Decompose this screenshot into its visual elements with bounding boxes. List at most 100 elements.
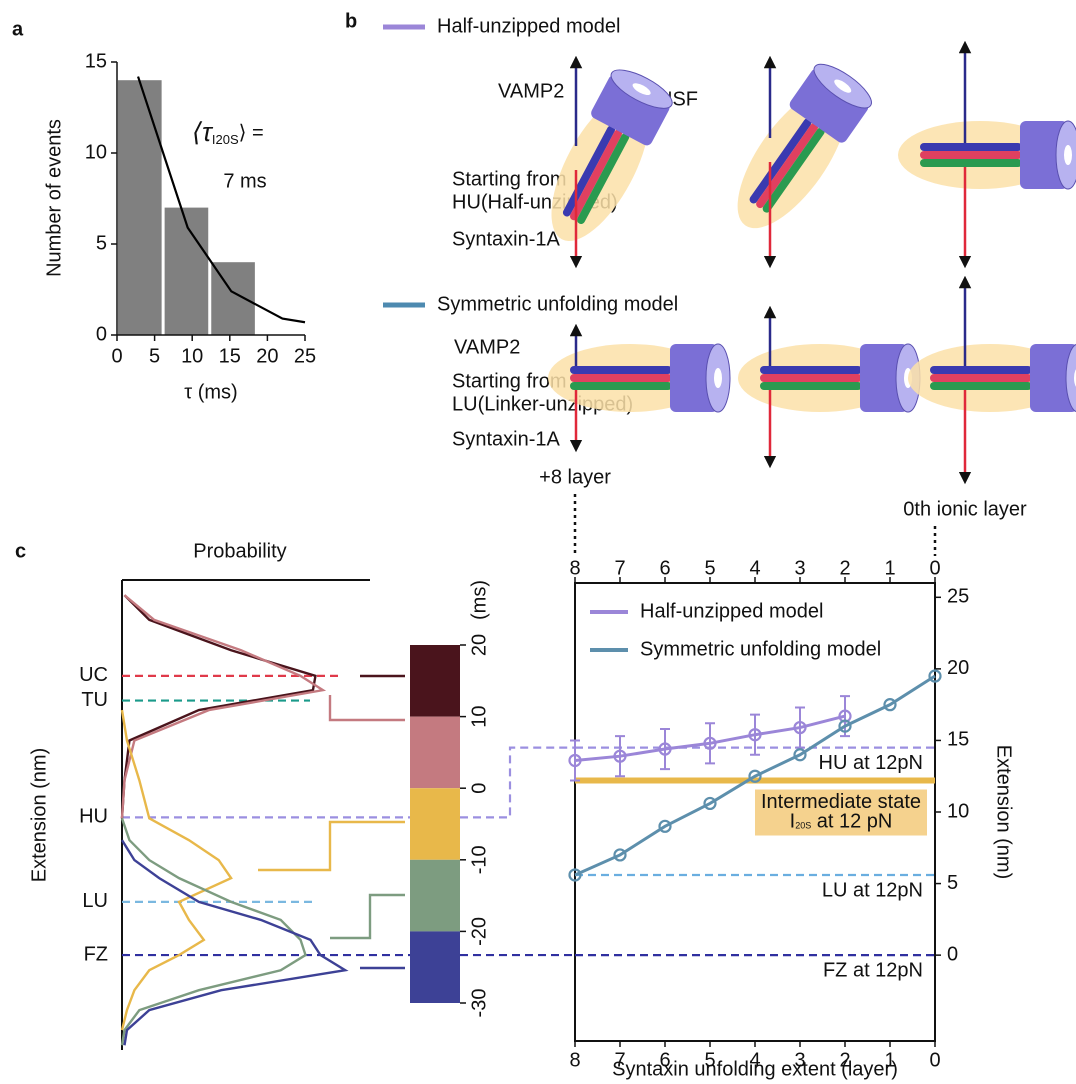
x-tick-label: 7 [614, 1049, 625, 1071]
legend-label: Half-unzipped model [640, 600, 823, 622]
syntaxin-label: Syntaxin-1A [452, 228, 560, 250]
x-tick-label: 4 [749, 1049, 760, 1071]
colorbar-tick-label: -20 [468, 917, 490, 946]
state-label: FZ [84, 943, 108, 965]
helix [930, 374, 1032, 382]
colorbar-segment [410, 931, 460, 1003]
nsf-pore [834, 79, 852, 93]
intermediate-suffix: at 12 pN [811, 811, 892, 833]
annotation-suffix: ⟩ = [239, 122, 264, 144]
data-point [613, 749, 627, 763]
helix [760, 366, 862, 374]
y-tick-label: 5 [947, 872, 958, 894]
y-tick-label: 15 [85, 50, 107, 72]
profile-line [120, 709, 233, 1031]
error-bar [840, 695, 850, 738]
series-line [574, 674, 936, 877]
helix [570, 374, 672, 382]
intermediate-subscript: 20S [795, 821, 811, 831]
data-point [703, 736, 717, 750]
helix [756, 123, 819, 209]
x-tick-label: 5 [704, 1049, 715, 1071]
x-top-tick-label: 4 [749, 557, 760, 579]
data-point [793, 748, 807, 762]
nsf-pore [1064, 145, 1072, 165]
data-point [748, 769, 762, 783]
y-tick-label: 15 [947, 729, 969, 751]
x-top-tick-label: 8 [569, 557, 580, 579]
nsf-body [860, 344, 908, 412]
data-point [658, 742, 672, 756]
layer-annotation: +8 layer [539, 466, 611, 488]
data-point [613, 848, 627, 862]
profile-line [120, 839, 349, 1046]
colorbar-guide [328, 695, 405, 722]
y-tick-label: 0 [947, 943, 958, 965]
error-bar [705, 722, 715, 765]
error-bar [570, 739, 580, 782]
x-tick-label: 20 [256, 345, 278, 367]
error-bar [660, 727, 670, 771]
profile-line [120, 594, 317, 819]
colorbar-segment [410, 788, 460, 860]
colorbar-segment [410, 859, 460, 932]
start-label: Starting from [452, 370, 566, 392]
helix [930, 366, 1032, 374]
x-tick-label: 10 [181, 345, 203, 367]
annotation-value: 7 ms [223, 170, 266, 192]
state-label: TU [81, 689, 108, 711]
vamp-label: VAMP2 [454, 336, 520, 358]
state-label: UC [79, 664, 108, 686]
reference-label: FZ at 12pN [823, 959, 923, 981]
helix [749, 118, 812, 204]
y-tick-label: 25 [947, 586, 969, 608]
y-axis-label: Number of events [43, 119, 65, 277]
nsf-body [670, 344, 718, 412]
snare-complex [908, 343, 1076, 413]
data-point [703, 796, 717, 811]
snare-complex [737, 63, 872, 229]
colorbar-label: (ms) [468, 580, 490, 620]
data-point [568, 868, 582, 882]
legend-label: Half-unzipped model [437, 15, 620, 37]
x-axis-label: τ (ms) [184, 381, 237, 403]
y-tick-label: 10 [85, 141, 107, 163]
y-tick-label: 20 [947, 657, 969, 679]
start-label: Starting from [452, 168, 566, 190]
chart-title: Probability [193, 540, 286, 562]
snare-complex [738, 343, 921, 413]
colorbar-tick-label: -10 [468, 845, 490, 874]
nsf-body [789, 68, 869, 143]
x-tick-label: 25 [294, 345, 316, 367]
x-tick-label: 2 [839, 1049, 850, 1071]
y-axis-label: Extension (nm) [993, 745, 1015, 880]
x-top-tick-label: 3 [794, 557, 805, 579]
helix [920, 143, 1022, 151]
colorbar-guide [258, 820, 405, 872]
x-tick-label: 1 [884, 1049, 895, 1071]
helix [760, 374, 862, 382]
error-bar [615, 735, 625, 778]
x-tick-label: 0 [929, 1049, 940, 1071]
reference-label: HU at 12pN [819, 752, 924, 774]
helix [570, 382, 672, 390]
snare-complex [898, 120, 1076, 190]
x-top-tick-label: 2 [839, 557, 850, 579]
error-bar [750, 713, 760, 756]
nsf-body [1020, 121, 1068, 189]
helix [920, 159, 1022, 167]
x-tick-label: 8 [569, 1049, 580, 1071]
x-tick-label: 0 [111, 345, 122, 367]
panel-label: a [12, 18, 24, 40]
helix [930, 382, 1032, 390]
colorbar-tick-label: 10 [468, 705, 490, 727]
state-label: HU [79, 806, 108, 828]
vamp-label: VAMP2 [498, 80, 564, 102]
helix [570, 129, 623, 221]
data-point [928, 669, 942, 683]
nsf-body [591, 75, 670, 146]
y-tick-label: 0 [96, 323, 107, 345]
nsf-pore [632, 83, 651, 96]
syntaxin-label: Syntaxin-1A [452, 428, 560, 450]
state-label: LU [82, 890, 108, 912]
